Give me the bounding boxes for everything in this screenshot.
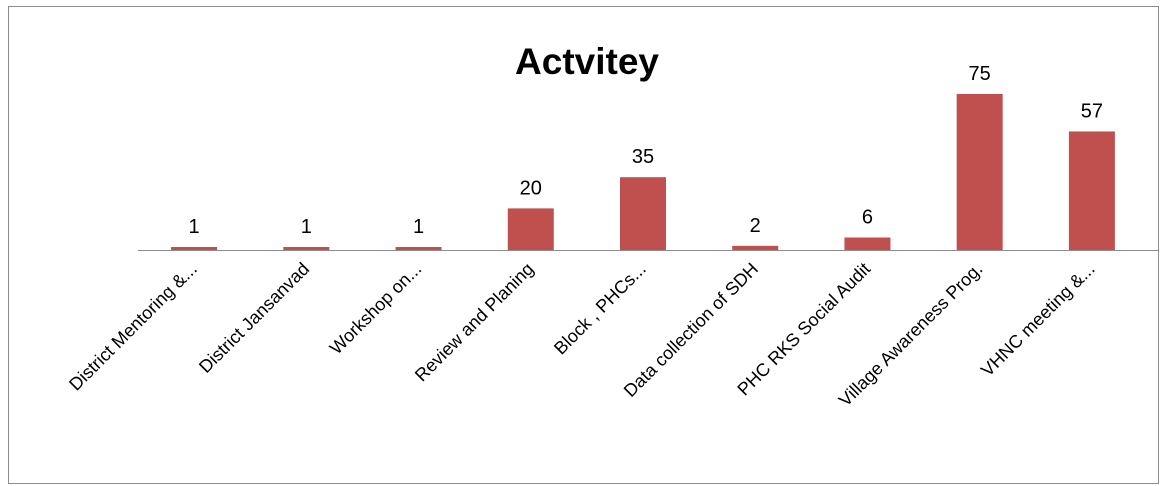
bar-6: [732, 245, 779, 250]
bar-2: [283, 247, 330, 250]
x-tick-label-5: Block , PHCs...: [550, 259, 650, 359]
x-tick-label-4: Review and Planing: [411, 259, 538, 386]
bar-4: [507, 208, 554, 250]
x-tick-label-3: Workshop on...: [326, 259, 426, 359]
bar-8: [956, 94, 1003, 250]
data-label-4: 20: [520, 177, 542, 199]
data-label-8: 75: [969, 63, 991, 85]
bar-5: [620, 177, 666, 250]
bar-3: [395, 247, 442, 250]
data-label-3: 1: [413, 216, 424, 238]
data-label-5: 35: [632, 146, 654, 168]
data-label-9: 57: [1081, 100, 1103, 122]
x-tick-label-2: District Jansanvad: [195, 259, 313, 377]
bar-9: [1068, 131, 1115, 250]
x-tick-labels-group: District Mentoring &...District Jansanva…: [65, 259, 1099, 411]
data-labels-group: 1 1 1 20 35 2 6 75 57: [189, 63, 1103, 238]
chart-title: Actvitey: [515, 41, 659, 82]
data-label-7: 6: [862, 207, 873, 229]
x-tick-label-1: District Mentoring &...: [65, 259, 201, 395]
bar-7: [844, 237, 891, 250]
data-label-1: 1: [189, 216, 200, 238]
bar-1: [171, 247, 218, 250]
data-label-6: 2: [750, 215, 761, 237]
data-label-2: 1: [301, 216, 312, 238]
bars-group: [171, 94, 1115, 250]
x-tick-label-9: VHNC meeting &...: [977, 259, 1099, 381]
